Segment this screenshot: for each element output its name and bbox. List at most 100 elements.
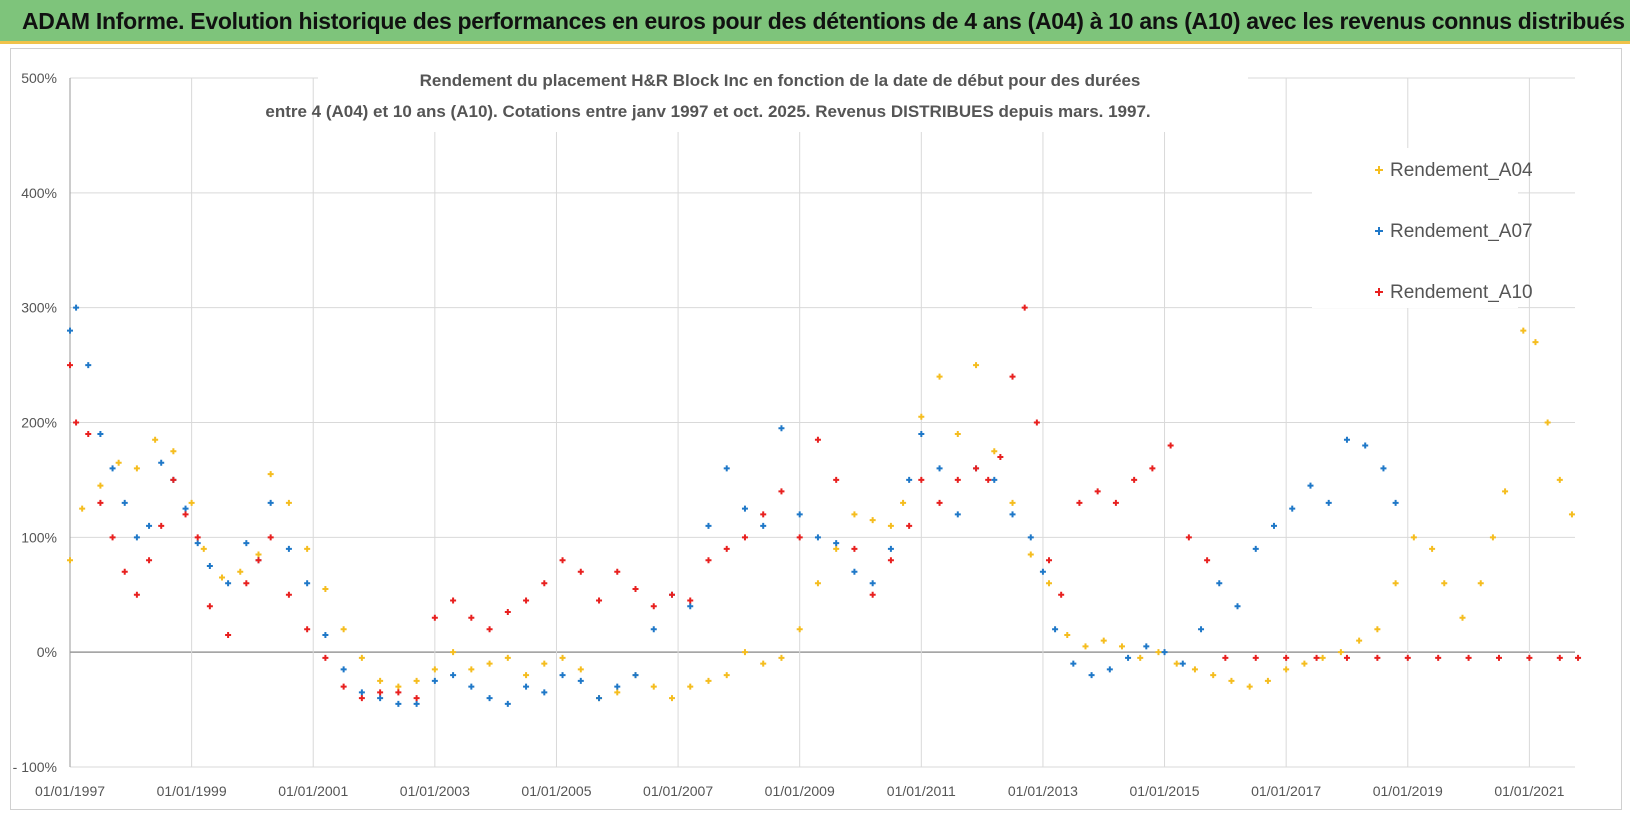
data-point xyxy=(395,683,402,690)
data-point xyxy=(133,591,140,598)
data-point xyxy=(778,654,785,661)
data-point xyxy=(1556,654,1563,661)
data-point xyxy=(687,597,694,604)
data-point xyxy=(1137,654,1144,661)
data-point xyxy=(255,551,262,558)
x-tick-label: 01/01/2011 xyxy=(887,783,956,799)
data-point xyxy=(669,591,675,598)
data-point xyxy=(705,677,712,684)
x-tick-label: 01/01/2013 xyxy=(1008,783,1078,799)
data-point xyxy=(97,482,104,489)
data-point xyxy=(741,534,748,541)
legend[interactable]: Rendement_A04 Rendement_A07 Rendement_A10 xyxy=(1312,148,1533,308)
data-point xyxy=(887,522,894,529)
data-point xyxy=(468,614,475,621)
data-point xyxy=(541,660,548,667)
banner-title: ADAM Informe. Evolution historique des p… xyxy=(22,8,1625,34)
data-point xyxy=(577,666,584,673)
x-tick-label: 01/01/2005 xyxy=(521,783,591,799)
data-point xyxy=(170,476,177,483)
data-point xyxy=(1185,534,1192,541)
data-point xyxy=(1046,557,1053,564)
data-point xyxy=(1033,419,1040,426)
legend-marker xyxy=(1375,288,1383,296)
data-point xyxy=(833,540,840,547)
data-point xyxy=(1021,304,1028,311)
x-tick-label: 01/01/1997 xyxy=(35,783,105,799)
data-point xyxy=(97,499,104,506)
data-point xyxy=(340,626,347,633)
legend-item-A07[interactable]: Rendement_A07 xyxy=(1375,221,1533,242)
data-point xyxy=(778,488,785,495)
data-point xyxy=(833,545,840,552)
data-point xyxy=(936,465,943,472)
data-point xyxy=(1070,660,1077,667)
data-point xyxy=(1009,511,1016,518)
data-point xyxy=(1502,488,1509,495)
data-point xyxy=(1228,677,1235,684)
legend-item-A10[interactable]: Rendement_A10 xyxy=(1375,282,1533,303)
data-point xyxy=(504,700,511,707)
data-point xyxy=(851,568,858,575)
data-point xyxy=(1149,465,1156,472)
data-point xyxy=(1216,580,1223,587)
data-point xyxy=(200,545,207,552)
x-tick-label: 01/01/2007 xyxy=(643,783,713,799)
data-point xyxy=(1404,654,1411,661)
data-point xyxy=(918,430,925,437)
data-point xyxy=(468,666,475,673)
data-point xyxy=(632,672,639,679)
data-point xyxy=(1009,499,1016,506)
legend-item-A04[interactable]: Rendement_A04 xyxy=(1375,160,1533,181)
data-point xyxy=(1191,666,1198,673)
data-point xyxy=(906,522,913,529)
data-point xyxy=(869,580,876,587)
data-point xyxy=(523,683,530,690)
data-point xyxy=(991,448,998,455)
data-point xyxy=(1495,654,1502,661)
data-point xyxy=(705,557,712,564)
data-point xyxy=(1441,580,1448,587)
data-point xyxy=(1459,614,1466,621)
data-point xyxy=(650,683,657,690)
data-point xyxy=(358,695,365,702)
data-point xyxy=(973,465,980,472)
x-tick-label: 01/01/2017 xyxy=(1251,783,1321,799)
data-point xyxy=(304,580,311,587)
data-point xyxy=(1112,499,1119,506)
data-point xyxy=(541,580,548,587)
y-tick-label: 300% xyxy=(21,300,57,316)
x-tick-label: 01/01/2015 xyxy=(1130,783,1200,799)
data-point xyxy=(669,695,675,702)
data-point xyxy=(614,683,621,690)
data-point xyxy=(146,557,153,564)
data-point xyxy=(225,580,232,587)
data-point xyxy=(1125,654,1132,661)
data-point xyxy=(79,505,86,512)
data-point xyxy=(67,327,73,334)
data-point xyxy=(1106,666,1113,673)
data-point xyxy=(1173,660,1180,667)
chart-frame xyxy=(10,48,1622,810)
data-point xyxy=(73,304,80,311)
data-point xyxy=(431,614,438,621)
data-point xyxy=(377,695,384,702)
data-point xyxy=(109,465,116,472)
data-point xyxy=(760,522,767,529)
data-point xyxy=(687,603,694,610)
data-point xyxy=(814,534,821,541)
data-point xyxy=(486,626,493,633)
data-point xyxy=(504,654,511,661)
data-point xyxy=(796,626,803,633)
legend-label: Rendement_A10 xyxy=(1390,282,1533,303)
data-point xyxy=(146,522,153,529)
data-point xyxy=(1271,522,1277,529)
data-point xyxy=(1289,505,1296,512)
series-Rendement_A10 xyxy=(67,304,1582,702)
data-point xyxy=(158,522,165,529)
data-point xyxy=(614,689,621,696)
series-group xyxy=(67,304,1582,707)
data-point xyxy=(170,448,177,455)
data-point xyxy=(377,677,384,684)
data-point xyxy=(1435,654,1442,661)
